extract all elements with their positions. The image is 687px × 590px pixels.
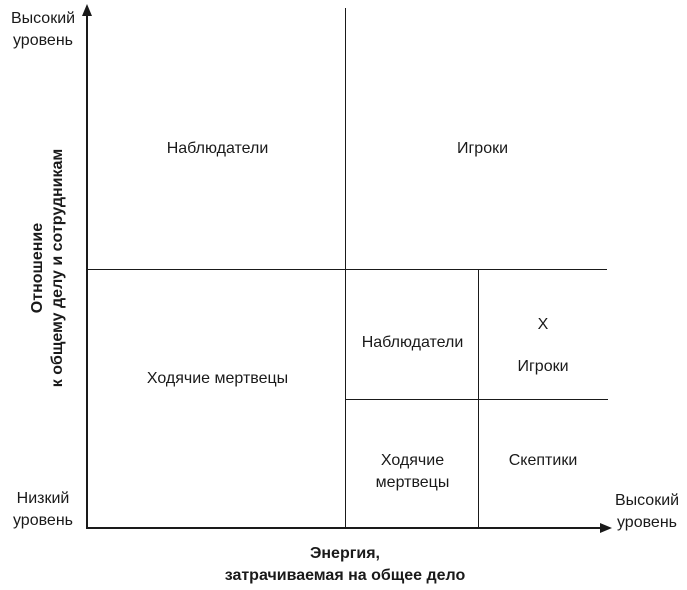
x-axis-title: Энергия, затрачиваемая на общее дело [224,545,466,584]
subquadrant-top-left-label: Наблюдатели [361,334,464,351]
y-axis-arrow-icon [82,4,92,16]
y-axis-high-label: Высокий уровень [10,10,76,49]
x-axis-high-label: Высокий уровень [614,492,680,531]
quadrant-top-left-label: Наблюдатели [166,140,269,157]
subquadrant-bottom-left-label: Ходячие мертвецы [375,452,450,491]
subquadrant-bottom-right-label: Скептики [508,452,578,469]
quadrant-top-right-label: Игроки [456,140,509,157]
subquadrant-x-mark: X [537,316,549,333]
subquadrant-top-right-label: Игроки [517,358,569,375]
y-axis-low-label: Низкий уровень [12,490,73,529]
x-axis [86,527,602,529]
subgrid-vertical-divider [478,269,479,528]
y-axis [86,12,88,529]
quadrant-vertical-divider [345,8,346,528]
quadrant-horizontal-divider [87,269,607,270]
x-axis-arrow-icon [600,523,612,533]
quadrant-bottom-left-label: Ходячие мертвецы [146,370,289,387]
subgrid-horizontal-divider [346,399,608,400]
